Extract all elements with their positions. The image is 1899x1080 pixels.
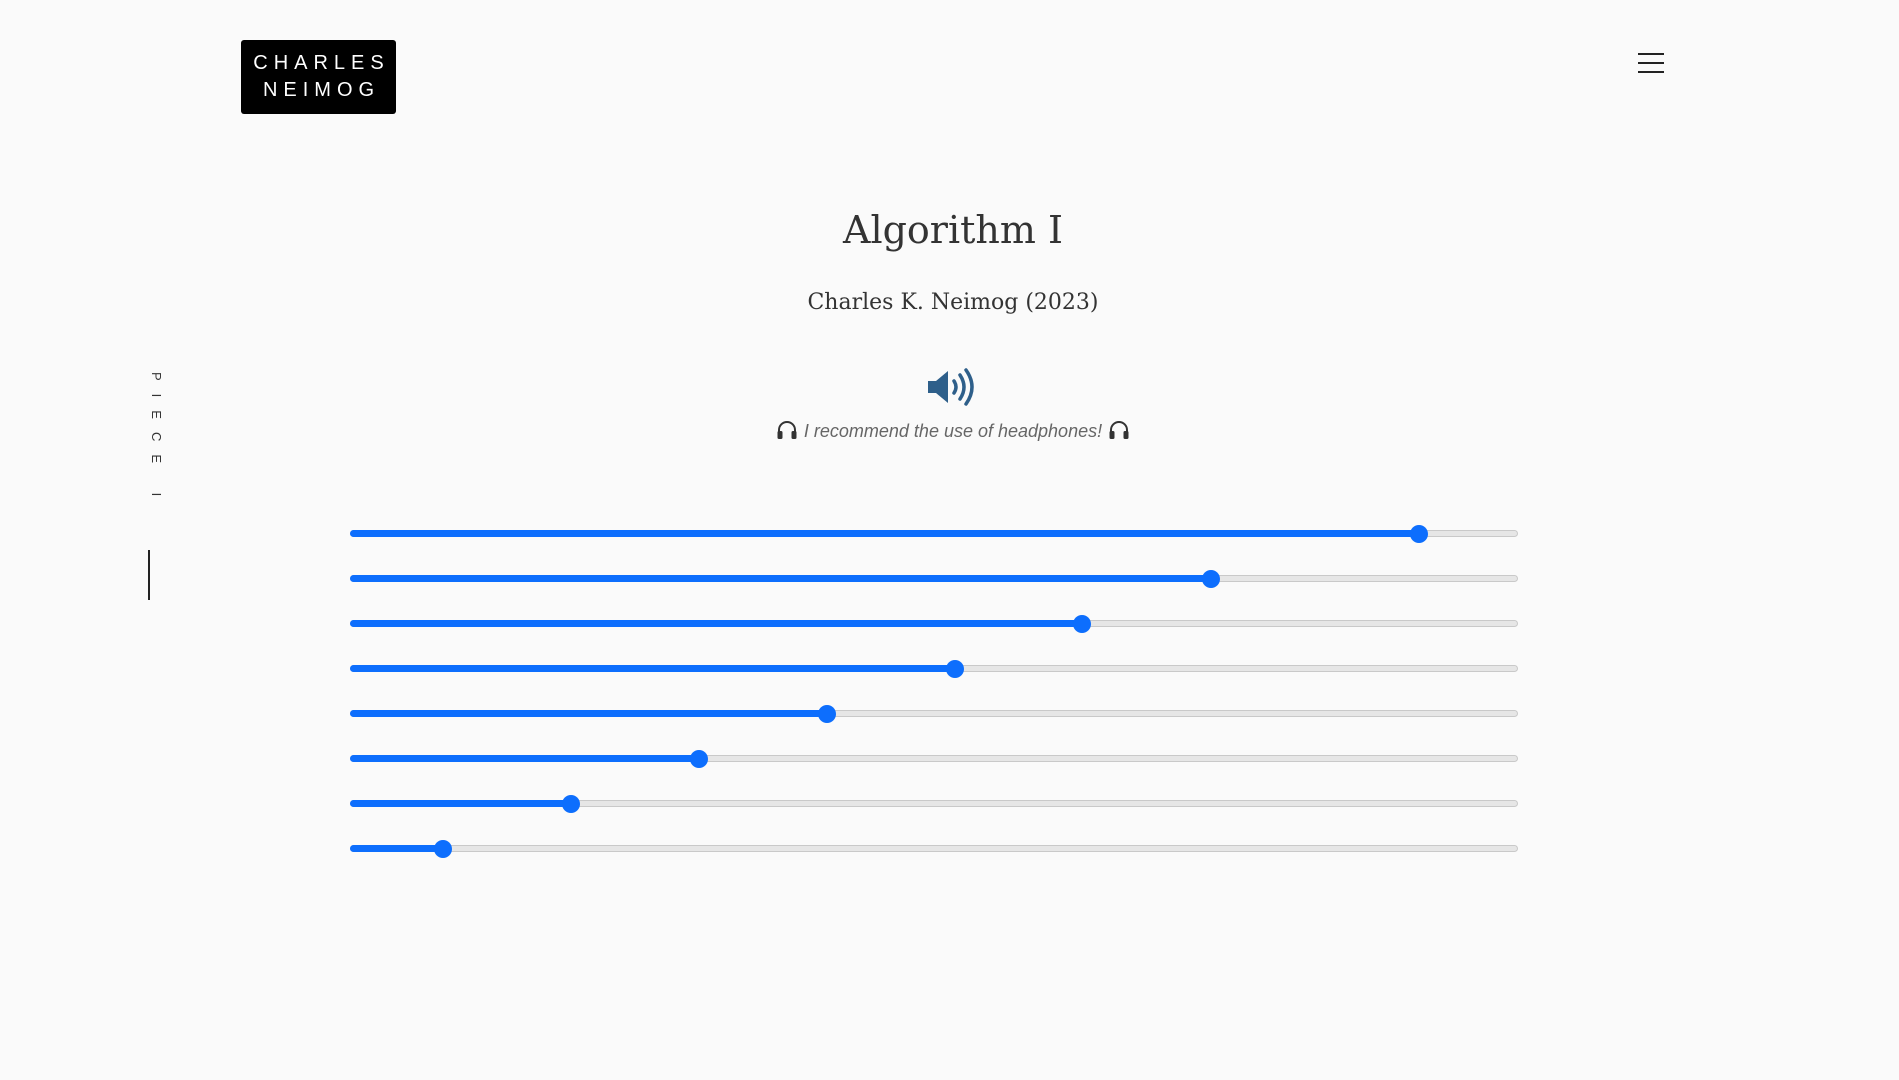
slider-thumb[interactable] (561, 795, 580, 813)
slider-thumb[interactable] (434, 840, 453, 858)
slider-thumb[interactable] (1409, 525, 1428, 543)
slider-thumb[interactable] (1201, 570, 1220, 588)
slider-fill (350, 665, 956, 672)
page-subtitle: Charles K. Neimog (2023) (807, 290, 1099, 315)
slider-thumb[interactable] (946, 660, 965, 678)
range-slider-6[interactable] (350, 747, 1518, 771)
slider-track (350, 845, 1518, 852)
slider-fill (350, 755, 700, 762)
hamburger-menu-icon[interactable] (1638, 51, 1666, 75)
range-slider-5[interactable] (350, 702, 1518, 726)
range-slider-4[interactable] (350, 657, 1518, 681)
menu-bar-middle (1638, 62, 1664, 64)
slider-fill (350, 620, 1083, 627)
menu-bar-bottom (1638, 71, 1664, 73)
slider-fill (350, 575, 1211, 582)
slider-thumb[interactable] (1073, 615, 1092, 633)
slider-thumb[interactable] (690, 750, 709, 768)
slider-thumb[interactable] (817, 705, 836, 723)
slider-fill (350, 710, 827, 717)
range-slider-3[interactable] (350, 612, 1518, 636)
logo-line-1: CHARLES (253, 52, 390, 74)
site-logo[interactable]: CHARLES NEIMOG (241, 40, 396, 114)
side-piece-label: PIECE I (149, 372, 164, 510)
headphones-note: I recommend the use of headphones! (0, 420, 1899, 445)
slider-fill (350, 530, 1419, 537)
volume-up-icon[interactable] (926, 367, 980, 407)
slider-fill (350, 845, 444, 852)
slider-fill (350, 800, 571, 807)
side-divider-line (148, 550, 150, 600)
range-slider-1[interactable] (350, 522, 1518, 546)
headphones-note-text: I recommend the use of headphones! (803, 421, 1103, 441)
headphones-icon (776, 420, 798, 445)
logo-line-2: NEIMOG (262, 79, 381, 101)
menu-bar-top (1638, 53, 1664, 55)
page-title: Algorithm I (843, 208, 1063, 252)
headphones-icon (1108, 420, 1130, 445)
range-slider-8[interactable] (350, 837, 1518, 861)
range-slider-7[interactable] (350, 792, 1518, 816)
range-slider-2[interactable] (350, 567, 1518, 591)
